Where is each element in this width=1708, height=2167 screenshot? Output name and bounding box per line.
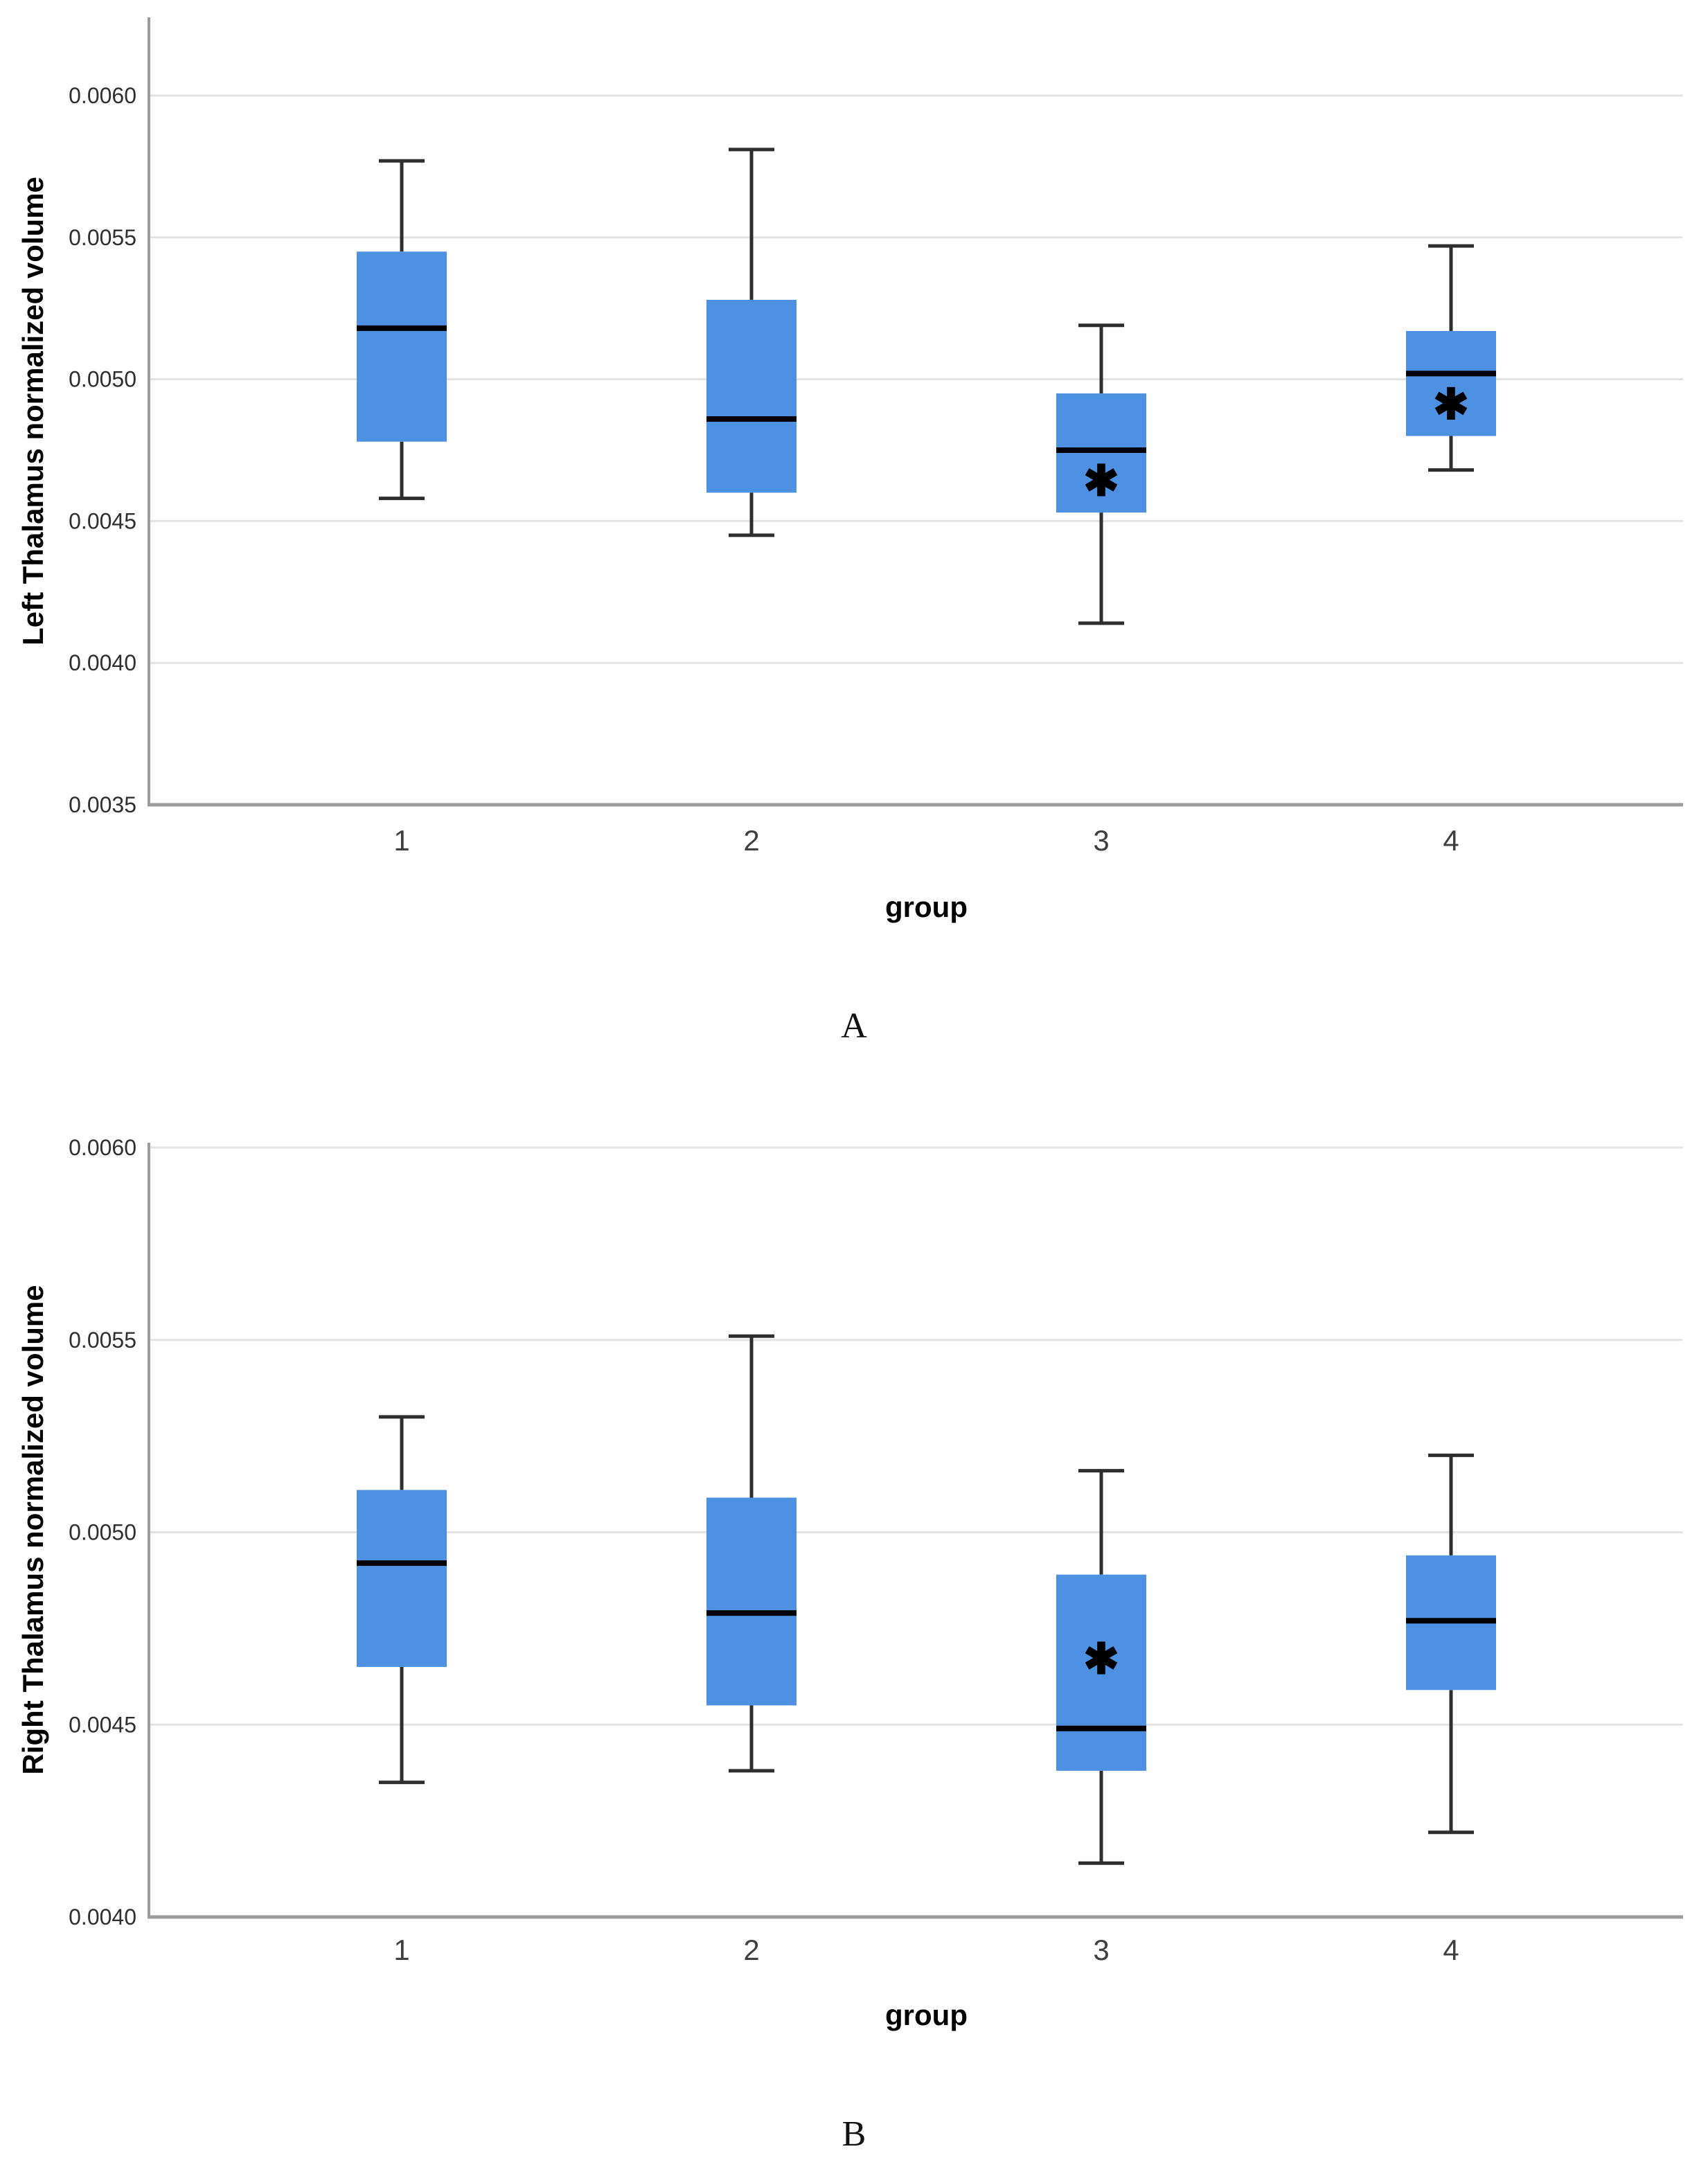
boxplot-panel-a: 0.0060 0.0055 0.0050 0.0045 0.0040 0.0035 1 2 ✱ 3…	[0, 0, 1708, 1080]
box-group-1	[357, 159, 447, 501]
boxplot-chart-a: 0.0060 0.0055 0.0050 0.0045 0.0040 0.0035 1 2 ✱ 3…	[17, 17, 1683, 923]
box-group-2	[706, 1334, 797, 1773]
box-group-4: ✱	[1406, 244, 1496, 472]
x-tick-label: 4	[1443, 1934, 1459, 1966]
iqr-box	[706, 1497, 797, 1706]
x-tick-label: 2	[743, 1934, 759, 1966]
y-tick-label: 0.0040	[69, 650, 136, 675]
y-tick-label: 0.0050	[69, 1520, 136, 1545]
significance-star: ✱	[1083, 458, 1119, 506]
x-tick-label: 3	[1093, 824, 1109, 857]
x-tick-label: 2	[743, 824, 759, 857]
y-tick-label: 0.0045	[69, 1712, 136, 1737]
x-tick-label: 4	[1443, 824, 1459, 857]
x-tick-label: 1	[393, 1934, 409, 1966]
panel-caption-b: B	[842, 2114, 866, 2154]
iqr-box	[357, 1490, 447, 1667]
box-group-3: ✱	[1056, 1469, 1146, 1865]
iqr-box	[1406, 330, 1496, 436]
y-tick-label: 0.0055	[69, 225, 136, 250]
iqr-box	[1056, 393, 1146, 513]
y-tick-label: 0.0060	[69, 83, 136, 108]
iqr-box	[706, 299, 797, 493]
panel-caption-a: A	[841, 1006, 867, 1046]
x-axis-title: group	[885, 1999, 968, 2031]
box-group-1	[357, 1415, 447, 1785]
significance-star: ✱	[1083, 1635, 1119, 1683]
box-group-3: ✱	[1056, 323, 1146, 625]
y-tick-label: 0.0060	[69, 1135, 136, 1160]
y-tick-label: 0.0045	[69, 508, 136, 533]
boxplot-panel-b: 0.0060 0.0055 0.0050 0.0045 0.0040 1 2 ✱ 3 4 group…	[0, 1080, 1708, 2167]
box-group-4	[1406, 1453, 1496, 1835]
x-tick-label: 1	[393, 824, 409, 857]
y-tick-label: 0.0040	[69, 1905, 136, 1929]
iqr-box	[357, 251, 447, 442]
x-tick-label: 3	[1093, 1934, 1109, 1966]
y-tick-label: 0.0035	[69, 792, 136, 817]
boxplot-chart-b: 0.0060 0.0055 0.0050 0.0045 0.0040 1 2 ✱ 3 4 group…	[17, 1135, 1683, 2031]
y-axis-title: Right Thalamus normalized volume	[17, 1285, 49, 1774]
box-group-2	[706, 148, 797, 537]
x-axis-title: group	[885, 891, 968, 923]
significance-star: ✱	[1433, 381, 1469, 429]
iqr-box	[1056, 1574, 1146, 1771]
y-axis-title: Left Thalamus normalized volume	[17, 177, 49, 645]
y-tick-label: 0.0055	[69, 1328, 136, 1353]
y-tick-label: 0.0050	[69, 367, 136, 392]
